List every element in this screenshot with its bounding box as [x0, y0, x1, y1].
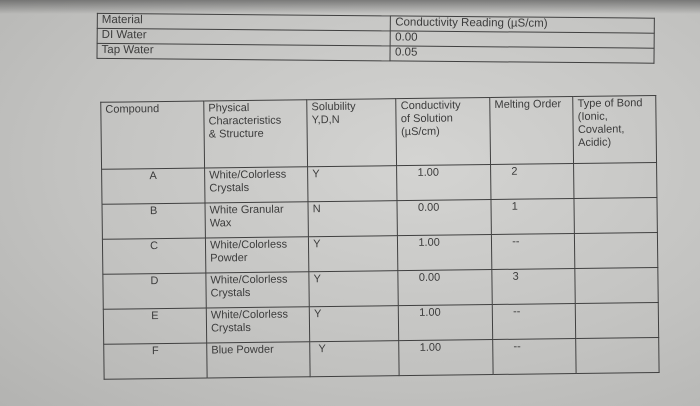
melting-cell: --: [491, 233, 576, 270]
melting-cell: 3: [492, 268, 576, 305]
material-cell: Tap Water: [96, 43, 391, 61]
table-row: F Blue Powder Y 1.00 --: [103, 337, 660, 380]
reading-cell: 0.05: [390, 45, 655, 64]
conductivity-cell: 0.00: [397, 199, 492, 236]
melting-cell: --: [492, 338, 577, 375]
physical-line: Powder: [210, 251, 248, 265]
solubility-cell: Y: [309, 270, 399, 307]
conductivity-cell: 1.00: [396, 164, 492, 201]
physical-line: White/Colorless: [210, 308, 288, 322]
compound-cell: A: [101, 168, 206, 205]
solubility-cell: Y: [307, 165, 398, 202]
bond-cell: [575, 267, 659, 304]
header-line: (Ionic,: [577, 110, 608, 123]
physical-line: White/Colorless: [210, 273, 288, 287]
header-line: of Solution: [400, 112, 453, 126]
header-line: Covalent,: [577, 123, 625, 136]
compound-cell: C: [102, 238, 206, 275]
compound-header: Compound: [100, 101, 205, 170]
conductivity-cell: 1.00: [397, 234, 493, 271]
physical-cell: White Granular Wax: [205, 201, 309, 239]
physical-line: Wax: [209, 217, 232, 230]
physical-cell: White/Colorless Crystals: [206, 306, 310, 343]
bond-cell: [575, 302, 659, 339]
physical-cell: White/Colorless Crystals: [204, 166, 309, 204]
physical-line: Crystals: [210, 286, 251, 300]
physical-line: Blue Powder: [211, 343, 274, 357]
conductivity-cell: 1.00: [398, 304, 493, 341]
melting-cell: --: [492, 303, 576, 340]
compound-cell: D: [102, 273, 207, 310]
bond-cell: [573, 162, 657, 199]
compound-cell: F: [103, 342, 208, 380]
solubility-cell: Y: [309, 305, 400, 342]
conductivity-cell: 1.00: [399, 339, 494, 376]
header-line: Solubility: [311, 100, 356, 114]
physical-cell: Blue Powder: [206, 341, 311, 378]
physical-line: Crystals: [209, 181, 250, 195]
header-line: Conductivity: [400, 99, 461, 113]
header-line: Characteristics: [208, 114, 282, 128]
header-line: Type of Bond: [577, 97, 643, 110]
bond-cell: [574, 232, 658, 269]
physical-cell: White/Colorless Crystals: [205, 271, 310, 309]
solubility-header: Solubility Y,D,N: [306, 98, 397, 167]
conductivity-header: Conductivity of Solution (µS/cm): [396, 97, 491, 166]
physical-line: White Granular: [209, 203, 284, 217]
conductivity-cell: 0.00: [398, 269, 493, 306]
physical-line: White/Colorless: [209, 238, 288, 252]
physical-cell: White/Colorless Powder: [205, 236, 310, 274]
physical-header: Physical Characteristics & Structure: [203, 99, 308, 169]
header-line: (µS/cm): [400, 125, 440, 139]
compound-table: Compound Physical Characteristics & Stru…: [100, 95, 660, 380]
bond-type-header: Type of Bond (Ionic, Covalent, Acidic): [573, 95, 657, 164]
solubility-cell: N: [308, 200, 398, 237]
top-shadow: [0, 0, 700, 14]
header-line: Y,D,N: [311, 113, 340, 127]
header-line: & Structure: [208, 127, 264, 141]
compound-cell: B: [102, 203, 206, 240]
bond-cell: [575, 337, 660, 374]
compound-cell: E: [103, 308, 207, 345]
conductivity-reading-table: Material Conductivity Reading (µS/cm) DI…: [96, 13, 655, 64]
header-line: Acidic): [578, 136, 612, 149]
table-header-row: Compound Physical Characteristics & Stru…: [100, 95, 657, 170]
melting-cell: 2: [490, 163, 575, 200]
header-line: Physical: [208, 101, 250, 115]
solubility-cell: Y: [308, 235, 399, 272]
melting-order-header: Melting Order: [489, 96, 574, 165]
physical-line: White/Colorless: [209, 168, 287, 182]
physical-line: Crystals: [210, 321, 251, 335]
melting-cell: 1: [491, 198, 575, 235]
bond-cell: [574, 197, 658, 234]
solubility-cell: Y: [309, 340, 400, 377]
